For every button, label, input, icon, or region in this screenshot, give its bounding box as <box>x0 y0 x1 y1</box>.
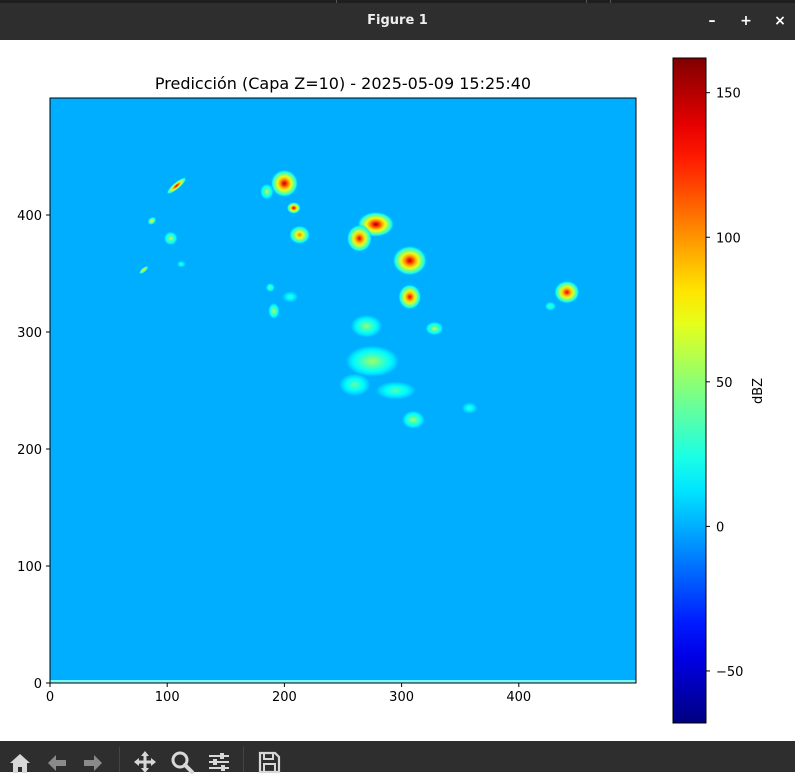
back-arrow-icon <box>48 755 66 771</box>
storm-cell <box>425 321 444 336</box>
storm-cell <box>398 284 422 310</box>
storm-cell <box>553 280 580 304</box>
storm-cell <box>461 402 478 414</box>
titlebar-divider <box>610 0 611 3</box>
forward-button[interactable] <box>80 749 106 775</box>
figure-canvas[interactable]: Predicción (Capa Z=10) - 2025-05-09 15:2… <box>0 40 795 741</box>
window-title: Figure 1 <box>367 13 428 28</box>
heatmap-bottom-row <box>50 680 636 683</box>
x-tick-label: 400 <box>506 690 531 705</box>
back-button[interactable] <box>44 749 70 775</box>
x-tick-label: 200 <box>272 690 297 705</box>
close-icon: × <box>774 13 786 29</box>
x-tick-label: 100 <box>155 690 180 705</box>
y-tick-label: 100 <box>17 560 42 575</box>
x-tick-label: 0 <box>46 690 54 705</box>
y-tick-label: 400 <box>17 209 42 224</box>
save-icon <box>258 751 281 774</box>
y-tick-label: 300 <box>17 326 42 341</box>
storm-cell <box>267 302 280 320</box>
storm-cell <box>338 372 372 397</box>
y-tick-label: 0 <box>34 677 42 692</box>
colorbar-gradient <box>673 58 706 723</box>
storm-cell <box>147 216 157 225</box>
storm-cell <box>344 344 401 378</box>
y-tick-label: 200 <box>17 443 42 458</box>
titlebar-divider <box>336 0 337 3</box>
navigation-toolbar <box>0 741 795 775</box>
x-tick-label: 300 <box>389 690 414 705</box>
storm-cells <box>139 169 580 430</box>
close-button[interactable]: × <box>771 12 789 30</box>
maximize-button[interactable]: + <box>737 12 755 30</box>
storm-cell <box>544 301 557 311</box>
home-button[interactable] <box>7 749 33 775</box>
colorbar-label: dBZ <box>751 378 766 404</box>
colorbar: −50 0 50 100 150 dBZ <box>672 57 766 724</box>
storm-cell <box>163 231 178 246</box>
storm-cell <box>176 260 186 268</box>
maximize-icon: + <box>740 13 752 29</box>
storm-cell <box>270 169 299 198</box>
storm-cell <box>392 245 428 276</box>
titlebar-divider <box>586 0 587 3</box>
chart-title: Predicción (Capa Z=10) - 2025-05-09 15:2… <box>155 74 531 93</box>
minimize-button[interactable]: – <box>703 12 721 30</box>
storm-cell <box>265 282 276 293</box>
configure-subplots-icon <box>209 753 229 771</box>
storm-cell <box>289 225 311 245</box>
save-button[interactable] <box>256 749 282 775</box>
storm-cell <box>374 381 417 400</box>
toolbar-separator <box>243 747 244 772</box>
colorbar-tick-label: 50 <box>716 376 733 391</box>
colorbar-tick-label: 100 <box>716 231 741 246</box>
pan-icon <box>134 751 156 773</box>
minimize-icon: – <box>708 13 716 29</box>
zoom-icon <box>171 751 194 774</box>
figure-svg: Predicción (Capa Z=10) - 2025-05-09 15:2… <box>17 57 766 724</box>
storm-cell <box>166 177 187 195</box>
storm-cell <box>259 183 274 200</box>
storm-cell <box>346 224 373 253</box>
configure-subplots-button[interactable] <box>206 749 232 775</box>
colorbar-tick-label: −50 <box>716 665 743 680</box>
zoom-button[interactable] <box>169 749 195 775</box>
pan-button[interactable] <box>132 749 158 775</box>
forward-arrow-icon <box>84 755 102 771</box>
heatmap-plot: 0 100 200 300 400 0 100 200 300 400 <box>17 97 637 705</box>
colorbar-tick-label: 0 <box>716 520 724 535</box>
titlebar-top-strip <box>0 0 795 3</box>
colorbar-tick-label: 150 <box>716 87 741 102</box>
storm-cell <box>401 410 426 430</box>
toolbar-separator <box>119 747 120 772</box>
plot-frame <box>49 97 637 684</box>
storm-cell <box>350 314 383 338</box>
storm-cell <box>139 265 149 275</box>
colorbar-frame <box>672 57 707 724</box>
home-icon <box>10 754 30 773</box>
window-titlebar: Figure 1 – + × <box>0 0 795 40</box>
storm-cell <box>286 202 301 214</box>
storm-cell <box>282 291 299 303</box>
